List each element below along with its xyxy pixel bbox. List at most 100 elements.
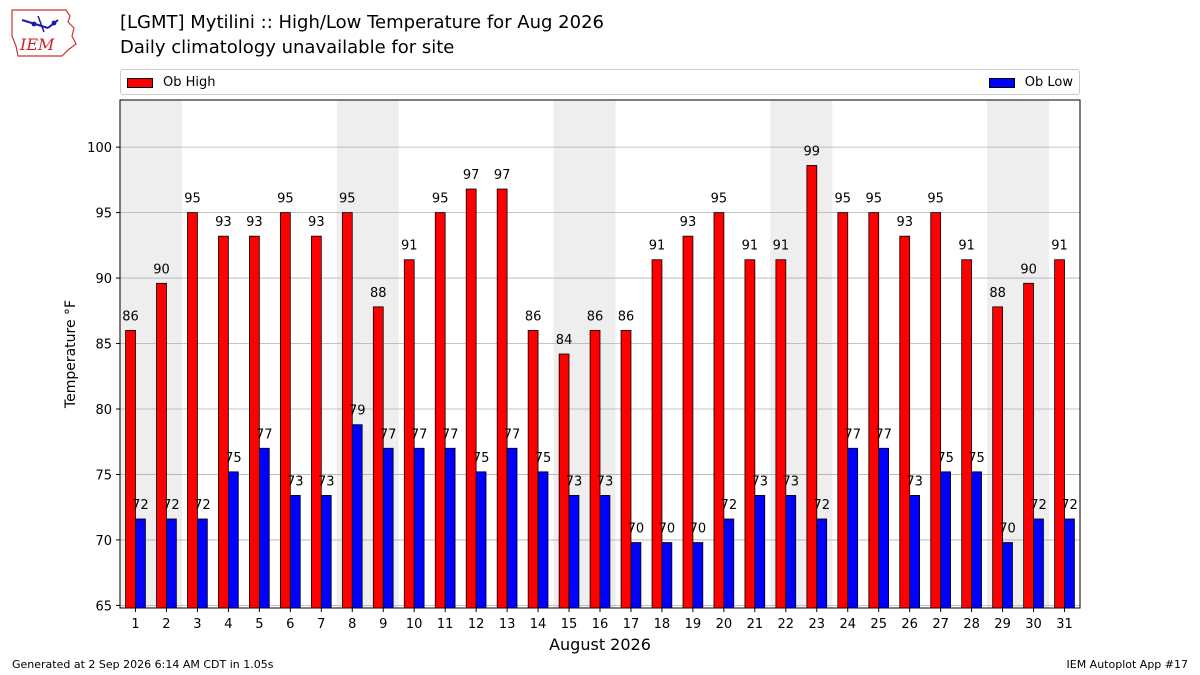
- xtick-label-29: 29: [994, 617, 1011, 632]
- weekend-shade-22: [770, 100, 802, 608]
- data-label-low-14: 75: [535, 451, 552, 466]
- xtick-label-9: 9: [379, 617, 387, 632]
- generated-text: Generated at 2 Sep 2026 6:14 AM CDT in 1…: [12, 658, 274, 671]
- data-label-high-31: 91: [1051, 239, 1068, 254]
- data-label-high-20: 95: [711, 192, 728, 207]
- bar-high-2: [156, 282, 167, 609]
- data-label-low-8: 79: [349, 404, 366, 419]
- data-label-low-11: 77: [442, 427, 459, 442]
- ytick-label-80: 80: [95, 403, 112, 418]
- xtick-label-24: 24: [839, 617, 856, 632]
- data-label-low-5: 77: [256, 427, 273, 442]
- xtick-label-2: 2: [162, 617, 170, 632]
- ytick-label-85: 85: [95, 338, 112, 353]
- xtick-label-26: 26: [901, 617, 918, 632]
- bar-low-29: [1002, 542, 1013, 609]
- bar-high-17: [620, 330, 632, 609]
- xtick-label-23: 23: [809, 617, 826, 632]
- bar-low-22: [785, 495, 797, 609]
- data-label-low-15: 73: [566, 474, 583, 489]
- bar-low-28: [971, 471, 982, 609]
- bar-low-9: [382, 447, 394, 609]
- xtick-label-11: 11: [437, 617, 454, 632]
- chart-subtitle: Daily climatology unavailable for site: [120, 37, 455, 58]
- xtick-label-30: 30: [1025, 617, 1042, 632]
- plot-frame: [119, 99, 1081, 609]
- data-label-high-19: 93: [680, 215, 697, 230]
- weekend-shade-30: [1018, 100, 1050, 608]
- data-label-high-14: 86: [525, 309, 542, 324]
- data-label-low-3: 72: [194, 498, 211, 513]
- data-label-high-9: 88: [370, 286, 387, 301]
- bar-low-16: [599, 495, 611, 609]
- xtick-label-8: 8: [348, 617, 356, 632]
- data-label-low-4: 75: [225, 451, 242, 466]
- data-label-high-12: 97: [463, 168, 480, 183]
- data-label-high-4: 93: [215, 215, 232, 230]
- data-label-high-27: 95: [927, 192, 944, 207]
- bar-low-7: [320, 495, 332, 609]
- bar-high-29: [992, 306, 1003, 609]
- weekend-shade-8: [336, 100, 368, 608]
- data-label-high-21: 91: [742, 239, 759, 254]
- bar-high-22: [775, 259, 787, 609]
- data-label-high-23: 99: [804, 144, 821, 159]
- data-label-low-6: 73: [287, 474, 304, 489]
- bar-high-26: [899, 235, 911, 609]
- xtick-label-15: 15: [561, 617, 578, 632]
- legend: Ob High Ob Low: [120, 69, 1080, 95]
- bar-high-7: [310, 235, 322, 609]
- logo-text: IEM: [19, 35, 55, 54]
- weekend-shade-2: [150, 100, 182, 608]
- data-label-low-2: 72: [163, 498, 180, 513]
- data-label-low-20: 72: [721, 498, 738, 513]
- weekend-shade-23: [801, 100, 833, 608]
- xtick-label-22: 22: [778, 617, 795, 632]
- weekend-shade-29: [987, 100, 1019, 608]
- bar-low-3: [197, 518, 208, 609]
- bar-low-26: [909, 495, 920, 609]
- bar-high-20: [713, 212, 725, 609]
- bar-low-14: [537, 471, 549, 609]
- bar-high-3: [187, 212, 198, 609]
- weekend-shade-1: [120, 100, 151, 608]
- bar-low-20: [723, 518, 735, 609]
- data-label-low-1: 72: [132, 498, 149, 513]
- data-label-low-30: 72: [1030, 498, 1047, 513]
- bar-high-6: [280, 212, 291, 609]
- data-label-low-12: 75: [473, 451, 490, 466]
- xtick-label-31: 31: [1056, 617, 1073, 632]
- data-label-low-21: 73: [752, 474, 769, 489]
- bar-low-24: [847, 447, 859, 609]
- ytick-label-65: 65: [95, 599, 112, 614]
- xtick-label-3: 3: [193, 617, 201, 632]
- data-label-low-24: 77: [844, 427, 861, 442]
- xtick-label-16: 16: [592, 617, 609, 632]
- bar-low-27: [940, 471, 951, 609]
- xtick-label-6: 6: [286, 617, 294, 632]
- data-label-high-13: 97: [494, 168, 511, 183]
- bar-low-13: [506, 447, 518, 609]
- xtick-label-20: 20: [716, 617, 733, 632]
- data-label-low-7: 73: [318, 474, 335, 489]
- bar-low-21: [754, 495, 766, 609]
- x-axis-label: August 2026: [549, 635, 651, 654]
- legend-label-low: Ob Low: [1024, 75, 1073, 90]
- data-label-high-2: 90: [153, 262, 170, 277]
- bar-high-19: [682, 235, 694, 609]
- bar-low-1: [135, 518, 146, 609]
- data-label-low-27: 75: [937, 451, 954, 466]
- ytick-label-75: 75: [95, 468, 112, 483]
- data-label-high-30: 90: [1020, 262, 1037, 277]
- legend-label-high: Ob High: [163, 75, 216, 90]
- data-label-low-23: 72: [813, 498, 830, 513]
- bar-low-25: [878, 447, 890, 609]
- bar-high-14: [527, 330, 539, 609]
- bar-high-12: [465, 188, 477, 609]
- data-label-low-13: 77: [504, 427, 521, 442]
- bar-low-17: [630, 542, 642, 609]
- bar-high-30: [1023, 282, 1034, 609]
- ytick-label-70: 70: [95, 534, 112, 549]
- bar-high-4: [218, 235, 229, 609]
- data-label-low-17: 70: [628, 522, 645, 537]
